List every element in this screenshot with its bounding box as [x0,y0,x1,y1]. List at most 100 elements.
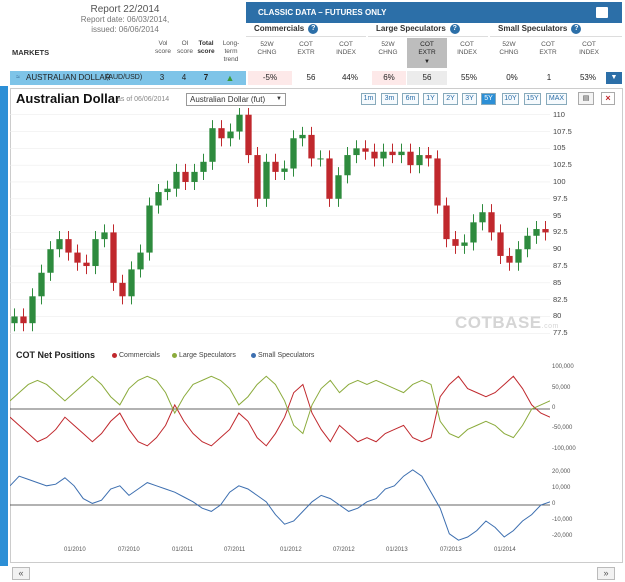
candle-body [407,151,414,166]
range-6m[interactable]: 6m [402,93,419,105]
price-tick-label: 85 [553,277,562,287]
small-tick-label: -20,000 [552,533,573,539]
legend-commercials-label: Commercials [119,352,160,359]
market-name[interactable]: AUSTRALIAN DOLLAR [26,73,111,82]
candle-body [146,205,153,253]
print-chart-icon[interactable]: ▤ [578,92,594,105]
candle-body [461,242,468,246]
candle-body [245,114,252,156]
range-3y[interactable]: 3Y [462,93,477,105]
x-axis-label: 07/2010 [118,547,140,553]
candle-body [119,282,126,297]
range-5y[interactable]: 5Y [481,93,496,105]
trend-header: Long-term trend [222,40,240,63]
small-chng-cell: 0% [506,73,518,82]
market-row-aud[interactable]: ≈ AUSTRALIAN DOLLAR (AUD/USD) 3 4 7 ▲ -5… [10,71,624,85]
x-axis-label: 07/2011 [224,547,246,553]
candle-body [128,269,135,297]
candle-body [443,205,450,240]
close-icon[interactable]: × [601,92,615,105]
comm-chng-cell: -5% [248,71,292,85]
price-tick-label: 95 [553,210,562,220]
group-small-speculators: Small Speculators? [490,24,622,37]
print-icon[interactable] [596,7,608,18]
help-icon[interactable]: ? [308,24,319,34]
candle-body [236,114,243,132]
price-tick-label: 100 [553,176,566,186]
price-tick-label: 105 [553,143,566,153]
range-3m[interactable]: 3m [381,93,398,105]
candle-body [29,296,36,324]
net-tick-label: -100,000 [552,445,576,452]
candle-body [182,171,189,182]
classic-data-title: CLASSIC DATA – FUTURES ONLY [258,8,387,17]
candle-body [101,232,108,240]
small-chng-header: 52W CHNG [499,41,519,56]
oi-score: 4 [181,73,187,82]
sort-column-highlight[interactable] [407,38,447,68]
help-icon[interactable]: ? [449,24,460,34]
candle-body [335,175,342,199]
range-15y[interactable]: 15Y [524,93,541,105]
candle-body [533,229,540,236]
range-max[interactable]: MAX [546,93,567,105]
as-of-date: as of 06/06/2014 [117,96,170,103]
candle-body [326,158,333,199]
candle-body [137,252,144,270]
legend-dot [172,352,177,358]
large-extr-cell: 56 [407,71,447,85]
candle-body [398,151,405,156]
range-2y[interactable]: 2Y [443,93,458,105]
candle-body [74,252,81,263]
legend-large-label: Large Speculators [179,352,236,359]
price-tick-label: 77.5 [553,328,568,338]
report-date: Report date: 06/03/2014, [80,15,170,24]
prev-button[interactable]: « [12,567,30,580]
candle-body [524,235,531,250]
next-button[interactable]: » [597,567,615,580]
expand-button[interactable]: ▼ [606,72,622,84]
candle-body [299,134,306,139]
vol-score-header: Vol score [155,40,171,55]
candle-body [164,188,171,193]
range-1m[interactable]: 1m [361,93,376,105]
report-info: Report 22/2014 Report date: 06/03/2014, … [70,4,180,35]
small-speculators-chart [10,469,550,541]
net-positions-title: COT Net Positions [16,350,96,360]
legend-commercials: Commercials [112,352,160,359]
net-tick-label: 100,000 [552,364,574,371]
net-tick-label: -50,000 [552,425,573,432]
candle-body [263,161,270,199]
candle-body [218,128,225,139]
small-extr-header: COT EXTR [539,41,557,56]
x-axis-label: 01/2012 [280,547,302,553]
large-index-cell: 55% [460,73,477,82]
large-extr-header[interactable]: COT EXTR [418,41,436,56]
x-axis-label: 07/2012 [333,547,355,553]
selection-indicator [0,86,8,566]
range-10y[interactable]: 10Y [502,93,519,105]
comm-index-header: COT INDEX [336,41,356,56]
candle-body [362,148,369,152]
group-small-label: Small Speculators [498,24,568,34]
help-icon[interactable]: ? [571,24,582,34]
candle-body [56,239,63,250]
legend-small: Small Speculators [251,352,314,359]
candle-body [38,272,45,297]
range-1y[interactable]: 1Y [423,93,438,105]
x-axis-label: 07/2013 [440,547,462,553]
price-tick-label: 97.5 [553,193,568,203]
candle-body [11,316,18,324]
legend-large: Large Speculators [172,352,236,359]
market-selector[interactable]: Australian Dollar (fut) ▼ [186,93,286,106]
market-row-highlight [10,71,246,85]
report-title: Report 22/2014 [90,4,160,15]
price-tick-label: 110 [553,109,565,119]
chart-icon[interactable]: ≈ [16,74,20,81]
net-positions-chart [10,375,550,447]
price-tick-label: 80 [553,311,562,321]
market-code: (AUD/USD) [106,74,143,81]
commercials-line [10,375,550,447]
candle-body [380,151,387,159]
oi-score-header: OI score [177,40,193,55]
